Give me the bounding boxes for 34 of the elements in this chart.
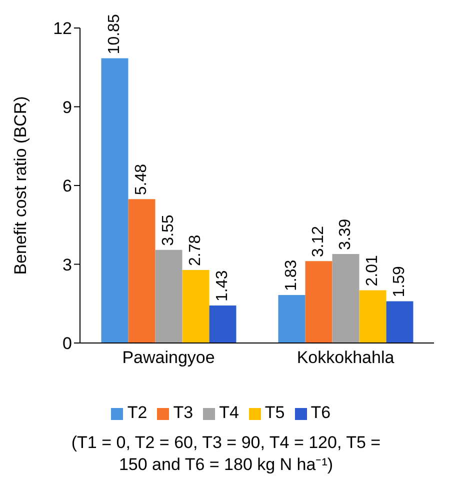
legend-label: T5 bbox=[264, 403, 285, 423]
data-label: 3.12 bbox=[310, 226, 328, 258]
text: (T1 = 0, T2 = 60, T3 = 90, T4 = 120, T5 = 150 and T6 = 180 kg N ha⁻¹) bbox=[70, 432, 382, 476]
legend-label: T6 bbox=[310, 403, 331, 423]
data-label: 10.85 bbox=[106, 14, 124, 54]
x-tick-label: Pawaingyoe bbox=[122, 348, 215, 368]
legend-label: T2 bbox=[127, 403, 148, 423]
x-tick-label: Kokkokhahla bbox=[296, 348, 395, 368]
legend-label: T3 bbox=[173, 403, 194, 423]
bar bbox=[278, 294, 306, 343]
data-label: 1.59 bbox=[391, 266, 408, 298]
bar bbox=[155, 250, 182, 343]
bar bbox=[359, 290, 386, 343]
y-tick-label: 9 bbox=[62, 98, 72, 117]
data-label: 1.43 bbox=[214, 270, 232, 302]
bar bbox=[128, 199, 156, 343]
bar bbox=[101, 58, 128, 343]
y-tick-label: 6 bbox=[62, 176, 72, 196]
bar bbox=[182, 270, 210, 343]
data-label: 1.83 bbox=[283, 260, 300, 291]
y-tick-label: 3 bbox=[62, 255, 72, 274]
data-label: 3.39 bbox=[337, 218, 354, 250]
bar bbox=[332, 254, 360, 343]
data-label: 2.01 bbox=[364, 254, 382, 286]
y-tick-label: 0 bbox=[62, 334, 72, 354]
y-tick-label: 12 bbox=[53, 19, 72, 38]
y-axis-title: Benefit cost ratio (BCR) bbox=[11, 96, 30, 275]
data-label: 3.55 bbox=[160, 214, 178, 246]
bar bbox=[209, 305, 236, 343]
bar bbox=[305, 261, 332, 343]
bar bbox=[386, 301, 414, 343]
legend-label: T4 bbox=[219, 403, 239, 423]
data-label: 5.48 bbox=[133, 164, 150, 196]
data-label: 2.78 bbox=[187, 234, 204, 266]
